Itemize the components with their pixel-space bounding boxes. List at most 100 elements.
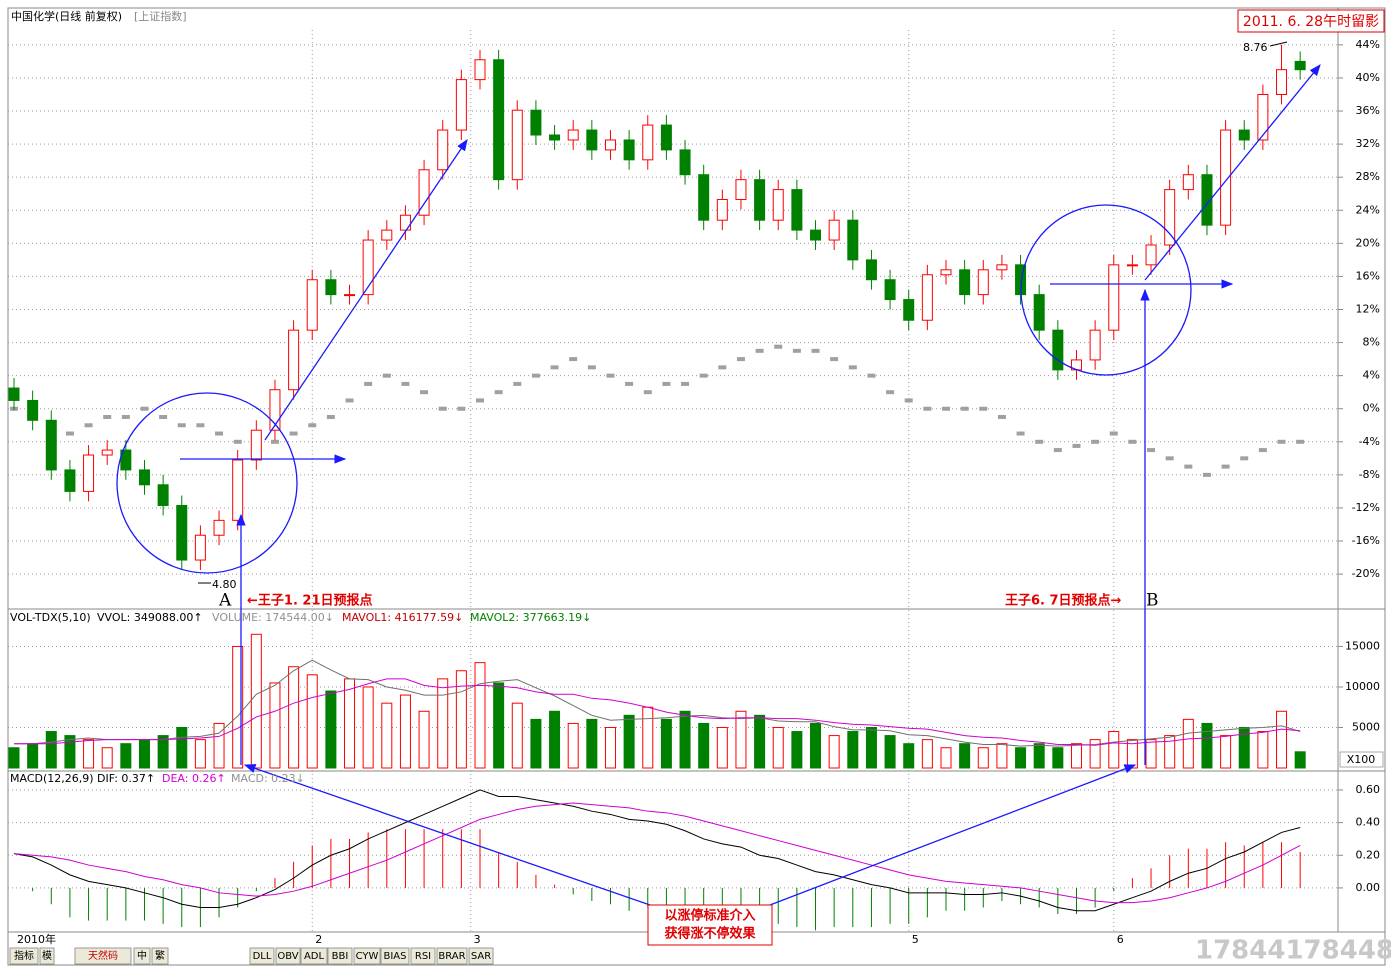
candle-body [847,219,859,261]
trend-arrow [264,139,468,441]
candle-body [977,269,989,296]
index-mark [1072,443,1081,448]
volume-bar [604,726,616,769]
index-mark [289,431,298,436]
toolbar-label: BRAR [438,951,465,962]
index-mark [308,423,317,428]
y-tick-label: 0.00 [1356,881,1381,894]
index-mark [196,423,205,428]
y-tick-label: 40% [1356,71,1380,84]
toolbar-button [39,947,55,965]
index-mark [1016,431,1025,436]
candle-body [623,139,635,161]
index-mark [811,348,820,353]
stamp-box [1237,9,1385,33]
volume-bar [138,739,150,769]
toolbar-label: 指标 [14,949,34,962]
volume-bar [1201,722,1213,769]
volume-bar [642,706,654,769]
index-name: [上证指数] [134,9,187,23]
low-label: 4.80 [212,578,237,591]
volume-bar [45,731,57,769]
toolbar-button [133,947,151,965]
volume-bar [1220,735,1232,769]
index-mark [438,406,447,411]
volume-bar [828,735,840,769]
toolbar-label: OBV [277,951,298,962]
index-mark [1035,439,1044,444]
y-tick-label: 0% [1363,402,1380,415]
index-mark [1221,464,1230,469]
volume-bar [120,743,132,769]
volume-bar [250,633,262,769]
candle-body [1220,129,1232,226]
index-mark [1128,439,1137,444]
candle-body [1145,244,1157,266]
toolbar-button [468,947,494,965]
macd-readout: MACD: 0.23↓ [231,772,305,785]
index-mark [364,381,373,386]
candle-body [1182,174,1194,191]
volume-bar [791,731,803,769]
candle-body [399,214,411,231]
volume-bar [27,743,39,769]
candle-body [344,294,356,297]
y-tick-label: -4% [1359,435,1380,448]
index-mark [233,439,242,444]
volume-bar [306,674,318,769]
trend-arrow [1144,64,1321,281]
highlight-circle [116,392,298,574]
candle-body [157,484,169,506]
volume-readout: VOLUME: 174544.00↓ [212,611,334,624]
y-tick-label: 0.20 [1356,848,1381,861]
volume-bar [996,743,1008,769]
volume-bar [1033,743,1045,769]
macd-readout: DIF: 0.37↑ [97,772,155,785]
candle-body [306,279,318,331]
index-mark [550,365,559,370]
index-mark [979,406,988,411]
callout-box [647,904,773,946]
index-mark [159,414,168,419]
index-mark [587,365,596,370]
toolbar-label: CYW [356,951,379,962]
index-mark [215,431,224,436]
candle-body [1257,93,1269,141]
index-mark [1296,439,1305,444]
volume-bar [959,743,971,769]
volume-bar [511,702,523,769]
index-mark [1258,448,1267,453]
index-mark [699,373,708,378]
candle-body [828,219,840,241]
volume-bar [101,747,113,769]
candle-body [642,124,654,161]
index-mark [569,357,578,362]
index-mark [1109,431,1118,436]
y-tick-label: -8% [1359,468,1380,481]
stamp: 2011. 6. 28午时留影 [1243,14,1379,30]
volume-bar [1015,747,1027,769]
candle-body [1164,189,1176,246]
candle-body [455,79,467,131]
index-mark [494,390,503,395]
candle-body [1052,329,1064,371]
candle-body [940,269,952,276]
candle-body [511,109,523,181]
index-mark [886,390,895,395]
candle-body [8,387,20,401]
highlight-circle [1020,204,1192,376]
index-mark [1202,472,1211,477]
index-mark [662,381,671,386]
volume-readout: MAVOL2: 377663.19↓ [470,611,591,624]
candle-body [1126,264,1138,267]
y-tick-label: 16% [1356,269,1380,282]
volume-bar [1182,718,1194,769]
candle-body [679,149,691,176]
volume-bar [716,726,728,769]
volume-bar [176,726,188,769]
index-mark [1184,464,1193,469]
mavol1-line [14,659,1301,747]
volume-bar [399,694,411,769]
point-label: A [218,591,232,611]
